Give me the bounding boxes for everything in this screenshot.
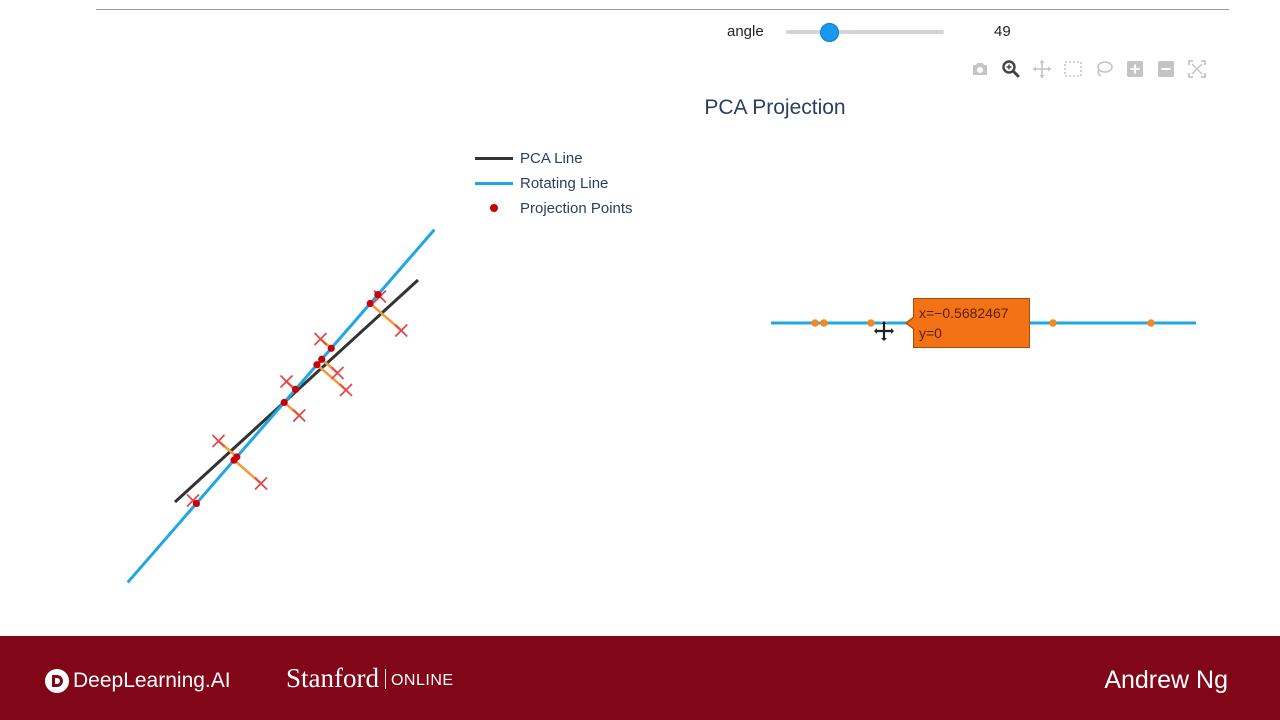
data-point-marker bbox=[254, 476, 268, 491]
projection-point bbox=[313, 361, 321, 369]
box-select-icon[interactable] bbox=[1057, 56, 1088, 82]
stanford-online-logo: Stanford ONLINE bbox=[286, 663, 454, 694]
legend-item-rotating-line[interactable]: Rotating Line bbox=[474, 173, 608, 193]
projection-point bbox=[291, 385, 300, 393]
zoom-out-icon[interactable] bbox=[1150, 56, 1181, 82]
projection-point bbox=[280, 398, 288, 407]
stanford-divider bbox=[384, 668, 386, 689]
angle-slider-value: 49 bbox=[994, 23, 1011, 40]
chart-title: PCA Projection bbox=[704, 96, 846, 119]
rotating-line bbox=[126, 228, 436, 584]
projection-point bbox=[327, 344, 335, 352]
projection-point bbox=[366, 299, 374, 308]
legend-item-pca-line[interactable]: PCA Line bbox=[474, 148, 583, 168]
lasso-select-icon[interactable] bbox=[1088, 56, 1119, 82]
deeplearning-ai-icon bbox=[45, 669, 69, 693]
data-point-marker bbox=[211, 434, 226, 448]
data-point-marker bbox=[330, 366, 345, 380]
hover-tooltip: x=−0.5682467 y=0 bbox=[905, 298, 1030, 348]
pca-plot-area[interactable] bbox=[0, 0, 1280, 630]
zoom-icon[interactable] bbox=[995, 56, 1026, 82]
legend-swatch-projection-points bbox=[474, 198, 514, 218]
legend-item-projection-points[interactable]: Projection Points bbox=[474, 198, 633, 218]
projected-point bbox=[820, 319, 828, 327]
zoom-in-icon[interactable] bbox=[1119, 56, 1150, 82]
tooltip-y-value: y=0 bbox=[919, 325, 942, 341]
angle-slider-handle[interactable] bbox=[819, 23, 839, 42]
top-divider bbox=[96, 9, 1229, 10]
crosshair-cursor-icon bbox=[874, 321, 894, 341]
projected-point bbox=[867, 319, 875, 327]
projected-point bbox=[811, 319, 819, 327]
projection-point bbox=[318, 355, 326, 363]
legend-label-pca-line: PCA Line bbox=[520, 149, 583, 167]
angle-slider-label: angle bbox=[727, 23, 764, 40]
presenter-name: Andrew Ng bbox=[1104, 666, 1228, 694]
plot-modebar bbox=[964, 56, 1230, 82]
legend-label-projection-points: Projection Points bbox=[520, 199, 633, 217]
projection-point bbox=[230, 456, 238, 464]
data-point-marker bbox=[394, 323, 408, 338]
stanford-online-label: ONLINE bbox=[390, 672, 454, 689]
projected-point bbox=[1147, 319, 1155, 327]
tooltip-x-value: x=−0.5682467 bbox=[919, 305, 1009, 321]
chart-legend: PCA Line Rotating Line Projection Points bbox=[474, 148, 674, 224]
data-point-marker bbox=[313, 332, 328, 346]
camera-icon[interactable] bbox=[964, 56, 995, 82]
deeplearning-ai-name: DeepLearning.AI bbox=[73, 669, 231, 692]
angle-slider-track[interactable] bbox=[786, 30, 944, 34]
deeplearning-ai-logo: DeepLearning.AI bbox=[44, 666, 231, 696]
legend-swatch-pca-line bbox=[474, 148, 514, 168]
data-point-marker bbox=[339, 383, 353, 397]
autoscale-icon[interactable] bbox=[1181, 56, 1212, 82]
legend-label-rotating-line: Rotating Line bbox=[520, 174, 609, 192]
projection-point bbox=[374, 291, 382, 299]
legend-swatch-rotating-line bbox=[474, 173, 514, 193]
data-point-marker bbox=[279, 374, 294, 389]
projection-point bbox=[192, 499, 200, 508]
stanford-name: Stanford bbox=[286, 663, 379, 693]
scatter-plot-2d bbox=[126, 228, 436, 584]
pan-icon[interactable] bbox=[1026, 56, 1057, 82]
data-point-marker bbox=[292, 408, 306, 423]
projected-point bbox=[1049, 319, 1057, 327]
footer-bar: DeepLearning.AI Stanford ONLINE Andrew N… bbox=[0, 636, 1280, 720]
